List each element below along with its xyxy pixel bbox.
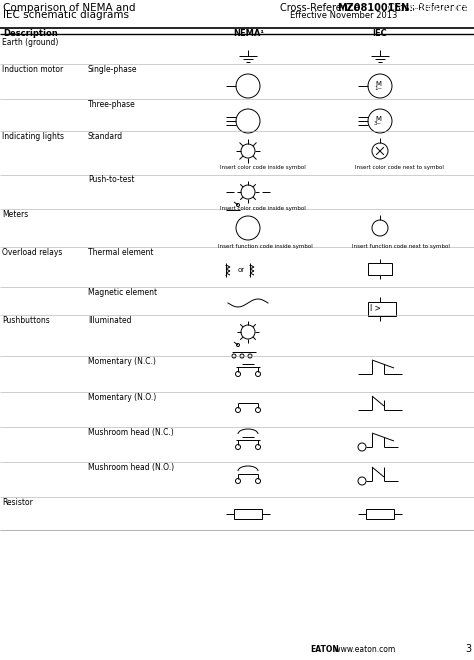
Text: EATON: EATON bbox=[310, 645, 339, 654]
Text: Earth (ground): Earth (ground) bbox=[2, 38, 58, 47]
Text: Description: Description bbox=[3, 29, 58, 38]
Bar bbox=[234, 509, 262, 519]
Text: Resistor: Resistor bbox=[2, 498, 33, 507]
Text: IEC schematic diagrams: IEC schematic diagrams bbox=[3, 10, 129, 20]
Text: Push-to-test: Push-to-test bbox=[88, 175, 135, 184]
Text: Mushroom head (N.C.): Mushroom head (N.C.) bbox=[88, 428, 174, 437]
Text: Comparison of NEMA and: Comparison of NEMA and bbox=[3, 3, 136, 13]
Bar bbox=[366, 509, 394, 519]
Text: Induction motor: Induction motor bbox=[2, 65, 63, 74]
Text: Meters: Meters bbox=[2, 210, 28, 219]
Text: M: M bbox=[375, 81, 381, 87]
Text: Illuminated: Illuminated bbox=[88, 316, 131, 325]
Text: 3: 3 bbox=[465, 644, 471, 654]
Text: Indicating lights: Indicating lights bbox=[2, 132, 64, 141]
Text: Cross-Reference MZ081001EN: Cross-Reference MZ081001EN bbox=[323, 3, 471, 13]
Text: Mushroom head (N.O.): Mushroom head (N.O.) bbox=[88, 463, 174, 472]
Text: I >: I > bbox=[370, 304, 381, 313]
Text: Thermal element: Thermal element bbox=[88, 248, 154, 257]
Bar bbox=[368, 302, 396, 316]
Text: NEMA¹: NEMA¹ bbox=[233, 29, 264, 38]
Text: Insert color code inside symbol: Insert color code inside symbol bbox=[220, 206, 306, 211]
Text: Momentary (N.O.): Momentary (N.O.) bbox=[88, 393, 156, 402]
Text: or: or bbox=[238, 267, 245, 273]
Text: 1~: 1~ bbox=[374, 86, 382, 91]
Text: Single-phase: Single-phase bbox=[88, 65, 137, 74]
Text: Insert function code next to symbol: Insert function code next to symbol bbox=[352, 244, 450, 249]
Text: Cross-Reference: Cross-Reference bbox=[389, 3, 471, 13]
Text: www.eaton.com: www.eaton.com bbox=[332, 645, 395, 654]
Text: Insert color code inside symbol: Insert color code inside symbol bbox=[220, 165, 306, 170]
Bar bbox=[368, 263, 392, 275]
Text: Effective November 2013: Effective November 2013 bbox=[290, 11, 397, 20]
Text: M: M bbox=[375, 116, 381, 122]
Text: Momentary (N.C.): Momentary (N.C.) bbox=[88, 357, 156, 366]
Text: Insert function code inside symbol: Insert function code inside symbol bbox=[218, 244, 313, 249]
Text: Magnetic element: Magnetic element bbox=[88, 288, 157, 297]
Text: Insert color code next to symbol: Insert color code next to symbol bbox=[355, 165, 444, 170]
Text: Standard: Standard bbox=[88, 132, 123, 141]
Text: MZ081001EN: MZ081001EN bbox=[337, 3, 409, 13]
Text: Cross-Reference: Cross-Reference bbox=[280, 3, 363, 13]
Text: Three-phase: Three-phase bbox=[88, 100, 136, 109]
Text: 3~: 3~ bbox=[374, 121, 382, 126]
Text: Pushbuttons: Pushbuttons bbox=[2, 316, 50, 325]
Text: Overload relays: Overload relays bbox=[2, 248, 63, 257]
Text: IEC: IEC bbox=[372, 29, 387, 38]
